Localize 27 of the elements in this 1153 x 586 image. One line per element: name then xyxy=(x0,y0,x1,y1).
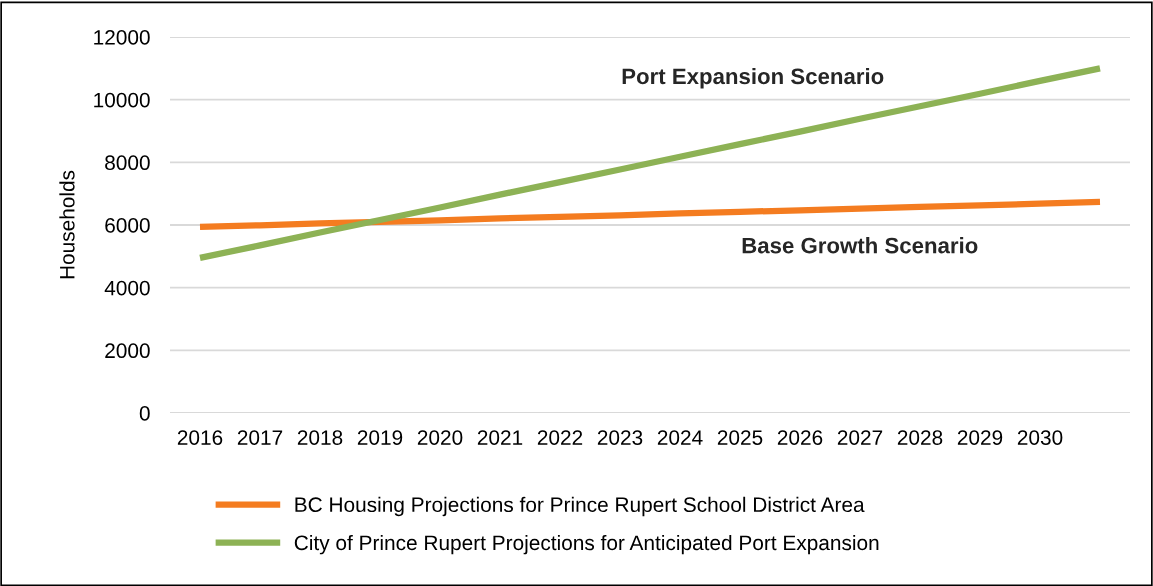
y-tick-label: 8000 xyxy=(105,155,150,171)
x-tick-label: 2027 xyxy=(837,430,883,445)
y-tick-label: 0 xyxy=(139,406,150,421)
x-tick-label: 2021 xyxy=(477,430,523,445)
x-tick-label: 2030 xyxy=(1017,430,1063,445)
y-axis-title: Households xyxy=(59,170,75,279)
x-tick-label: 2029 xyxy=(957,430,1003,445)
annotation: Base Growth Scenario xyxy=(742,237,978,254)
y-tick-label: 6000 xyxy=(105,218,150,233)
x-tick-label: 2022 xyxy=(537,430,583,445)
x-tick-label: 2016 xyxy=(177,430,223,445)
x-tick-label: 2023 xyxy=(597,430,643,445)
y-tick-label: 4000 xyxy=(104,280,150,296)
legend-label: City of Prince Rupert Projections for Anticipated Port Expansion xyxy=(294,534,879,555)
y-tick-label: 10000 xyxy=(94,92,150,108)
legend-label: BC Housing Projections for Prince Rupert School District Area xyxy=(295,496,865,517)
x-tick-label: 2026 xyxy=(777,430,823,445)
x-tick-label: 2017 xyxy=(237,430,283,445)
x-tick-label: 2024 xyxy=(657,430,703,445)
x-tick-label: 2028 xyxy=(897,430,943,445)
x-tick-label: 2020 xyxy=(417,430,463,445)
x-tick-label: 2019 xyxy=(357,430,403,445)
y-tick-label: 12000 xyxy=(94,30,150,45)
annotation: Port Expansion Scenario xyxy=(622,67,884,89)
x-tick-label: 2025 xyxy=(717,430,763,445)
y-tick-label: 2000 xyxy=(105,343,150,359)
x-tick-label: 2018 xyxy=(297,430,343,445)
